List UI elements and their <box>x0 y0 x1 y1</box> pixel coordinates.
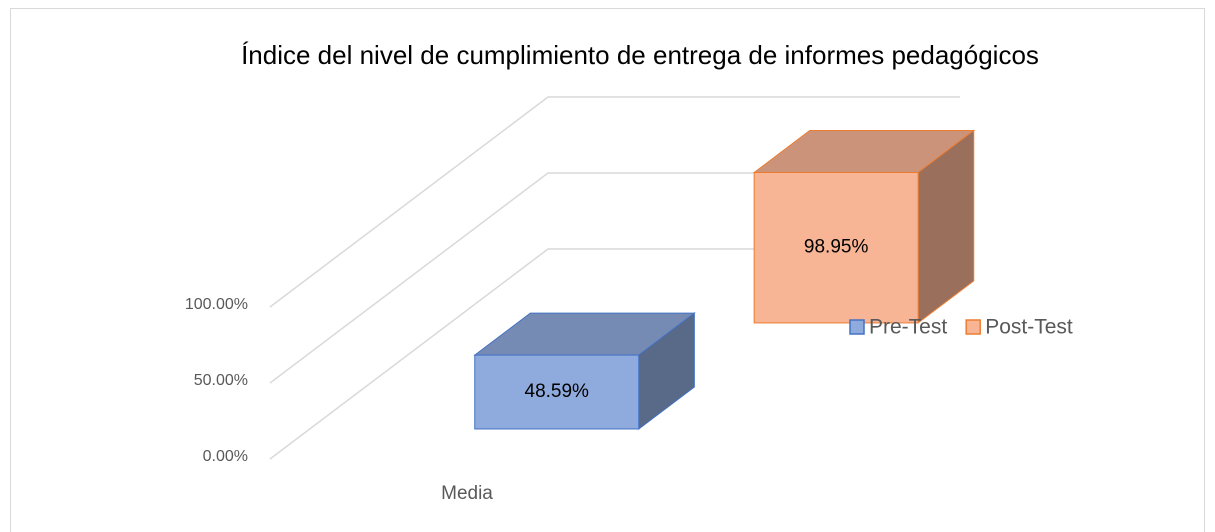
y-tick-label: 100.00% <box>185 296 248 313</box>
bar-3d: 48.59% <box>473 312 696 430</box>
y-tick-label: 0.00% <box>203 448 248 465</box>
data-label: 98.95% <box>804 237 869 258</box>
legend-label: Pre-Test <box>869 316 947 339</box>
legend-label: Post-Test <box>985 316 1073 339</box>
chart-title: Índice del nivel de cumplimiento de entr… <box>241 40 1039 70</box>
legend-swatch <box>965 319 981 335</box>
bar-3d: 98.95% <box>752 129 976 324</box>
bar <box>753 172 919 324</box>
bar <box>474 354 640 430</box>
y-tick-label: 50.00% <box>194 372 248 389</box>
x-tick-label: Media <box>441 483 493 504</box>
legend-swatch <box>849 319 865 335</box>
data-label: 48.59% <box>525 381 590 402</box>
chart-frame <box>10 8 1205 532</box>
grid-line <box>269 96 960 308</box>
